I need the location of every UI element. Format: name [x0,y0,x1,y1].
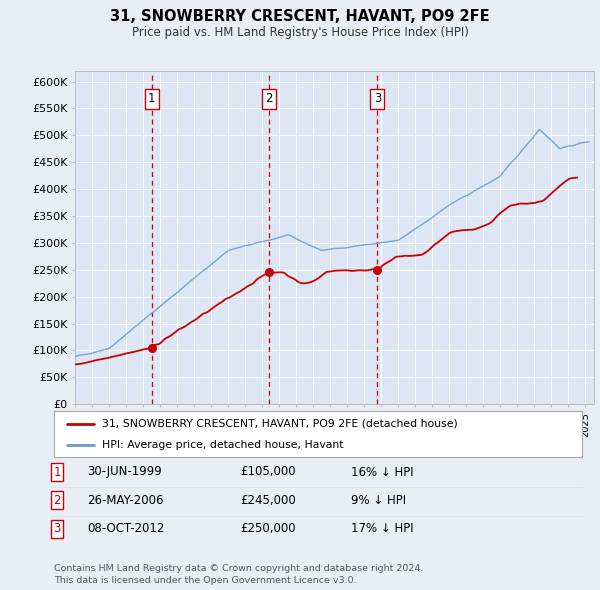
Text: 30-JUN-1999: 30-JUN-1999 [87,466,162,478]
Text: 16% ↓ HPI: 16% ↓ HPI [351,466,413,478]
Text: £105,000: £105,000 [240,466,296,478]
Text: 31, SNOWBERRY CRESCENT, HAVANT, PO9 2FE (detached house): 31, SNOWBERRY CRESCENT, HAVANT, PO9 2FE … [101,419,457,429]
Text: 26-MAY-2006: 26-MAY-2006 [87,494,163,507]
Text: 2: 2 [53,494,61,507]
Text: HPI: Average price, detached house, Havant: HPI: Average price, detached house, Hava… [101,440,343,450]
Text: 9% ↓ HPI: 9% ↓ HPI [351,494,406,507]
Text: 2: 2 [265,92,272,105]
Text: Contains HM Land Registry data © Crown copyright and database right 2024.
This d: Contains HM Land Registry data © Crown c… [54,565,424,585]
Text: £250,000: £250,000 [240,522,296,535]
Text: 17% ↓ HPI: 17% ↓ HPI [351,522,413,535]
Text: 1: 1 [148,92,155,105]
Text: 3: 3 [374,92,381,105]
Text: 3: 3 [53,522,61,535]
Text: 1: 1 [53,466,61,478]
Text: Price paid vs. HM Land Registry's House Price Index (HPI): Price paid vs. HM Land Registry's House … [131,26,469,39]
Text: 08-OCT-2012: 08-OCT-2012 [87,522,164,535]
Text: £245,000: £245,000 [240,494,296,507]
Text: 31, SNOWBERRY CRESCENT, HAVANT, PO9 2FE: 31, SNOWBERRY CRESCENT, HAVANT, PO9 2FE [110,9,490,24]
